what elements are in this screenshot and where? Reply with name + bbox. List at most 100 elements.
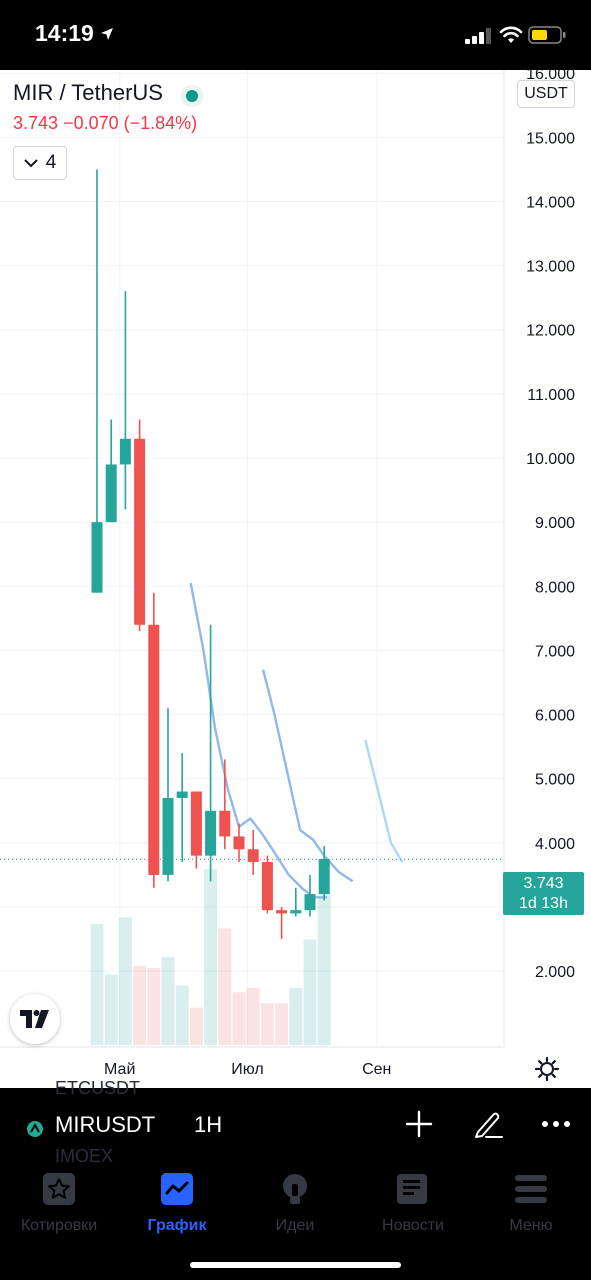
- current-price-tag: 3.743 1d 13h: [503, 872, 584, 915]
- star-icon: [43, 1173, 75, 1205]
- tab-label: Новости: [382, 1217, 444, 1234]
- volume-bar: [147, 968, 161, 1045]
- tab-label: Меню: [509, 1217, 553, 1234]
- y-tick-label: 2.000: [535, 964, 575, 981]
- bulb-icon: [283, 1174, 307, 1204]
- interval-selector[interactable]: 1H: [194, 1112, 223, 1137]
- candle-body: [276, 910, 288, 914]
- x-tick-label: Сен: [362, 1061, 391, 1078]
- volume-bar: [260, 1003, 274, 1045]
- currency-badge[interactable]: USDT: [517, 80, 575, 108]
- y-tick-label: 6.000: [535, 708, 575, 725]
- tab-label: Котировки: [20, 1217, 98, 1234]
- candle-body: [205, 810, 217, 856]
- bottom-toolbar: ETCUSDT IMOEX MIRUSDT 1H: [0, 1078, 591, 1166]
- candle-body: [290, 910, 302, 914]
- tab-ideas[interactable]: Идеи: [236, 1172, 354, 1235]
- last-price: 3.743: [13, 112, 59, 133]
- candle-body: [134, 438, 146, 625]
- y-tick-label: 8.000: [535, 579, 575, 596]
- indicator-toggle-button[interactable]: 4: [13, 146, 67, 180]
- volume-bar: [118, 917, 132, 1045]
- ghost-symbol-bottom: IMOEX: [55, 1146, 114, 1166]
- tradingview-logo-icon: [20, 1010, 49, 1028]
- x-tick-label: Июл: [231, 1061, 263, 1078]
- drawing-brush-icon[interactable]: [472, 1108, 504, 1140]
- candle-body: [318, 858, 330, 895]
- chart-area[interactable]: 16.000 15.000 14.000 13.000 12.000 11.000 10.0…: [0, 70, 591, 1088]
- symbol-header: MIR / TetherUS 3.743 −0.070 (−1.84%): [13, 80, 204, 134]
- chart-icon: [161, 1173, 193, 1205]
- tradingview-logo-button[interactable]: [10, 994, 60, 1044]
- price-chart[interactable]: 16.000 15.000 14.000 13.000 12.000 11.000 10.0…: [0, 70, 591, 1088]
- volume-bar: [175, 985, 189, 1045]
- candle-body: [176, 791, 188, 798]
- volume-bar: [289, 987, 303, 1045]
- price-change: −0.070: [63, 112, 119, 133]
- y-tick-label: 15.000: [526, 130, 575, 147]
- tab-news[interactable]: Новости: [354, 1172, 472, 1235]
- candle-body: [247, 849, 259, 863]
- tab-quotes[interactable]: Котировки: [0, 1172, 118, 1235]
- y-tick-label: 12.000: [526, 323, 575, 340]
- menu-icon: [515, 1175, 547, 1203]
- candle-body: [190, 791, 202, 856]
- volume-bar: [161, 957, 175, 1045]
- volume-bar: [317, 895, 331, 1045]
- y-tick-label: 5.000: [535, 772, 575, 789]
- candle-body: [304, 894, 316, 911]
- candle-body: [119, 438, 131, 465]
- y-tick-label: 14.000: [526, 194, 575, 211]
- ghost-symbol-top: ETCUSDT: [55, 1078, 140, 1098]
- price-change-percent: (−1.84%): [123, 112, 198, 133]
- y-tick-label: 13.000: [526, 259, 575, 276]
- moving-average-line: [189, 582, 327, 899]
- symbol-selector[interactable]: MIRUSDT: [55, 1112, 156, 1137]
- volume-bar: [275, 1003, 289, 1045]
- volume-bar: [303, 939, 317, 1045]
- volume-bar: [246, 987, 260, 1045]
- candle-body: [148, 624, 160, 875]
- bottom-tab-bar: Котировки График Идеи Новости Меню: [0, 1162, 591, 1280]
- tab-chart[interactable]: График: [118, 1172, 236, 1235]
- moving-average-line: [364, 739, 404, 863]
- volume-bar: [204, 869, 218, 1045]
- y-tick-label: 11.000: [527, 387, 575, 404]
- home-indicator: [190, 1262, 401, 1268]
- chevron-down-icon: [23, 159, 38, 168]
- battery-icon: [528, 26, 566, 44]
- candle-body: [162, 797, 174, 875]
- volume-bar: [90, 924, 104, 1045]
- add-plus-icon[interactable]: [403, 1108, 435, 1140]
- candle-body: [261, 862, 273, 911]
- y-tick-label: 7.000: [535, 643, 575, 660]
- wifi-icon: [499, 26, 523, 43]
- tab-label: График: [147, 1217, 207, 1234]
- y-tick-label: 4.000: [535, 836, 575, 853]
- countdown-label: 1d 13h: [519, 895, 568, 912]
- location-arrow-icon: [101, 28, 113, 40]
- cellular-signal-icon: [465, 28, 491, 44]
- candle-body: [219, 810, 231, 837]
- chart-settings-gear-icon[interactable]: [534, 1056, 560, 1082]
- y-tick-label: 9.000: [535, 515, 575, 532]
- indicator-count: 4: [45, 152, 57, 173]
- volume-bar: [104, 974, 118, 1045]
- moving-average-line: [261, 669, 354, 883]
- tab-label: Идеи: [275, 1217, 315, 1234]
- more-options-icon[interactable]: [540, 1108, 572, 1140]
- tab-menu[interactable]: Меню: [472, 1172, 590, 1235]
- symbol-title[interactable]: MIR / TetherUS: [13, 80, 163, 105]
- candle-body: [91, 522, 103, 593]
- volume-bar: [218, 928, 232, 1045]
- price-line: 3.743 −0.070 (−1.84%): [13, 113, 203, 134]
- status-bar: 14:19: [0, 0, 591, 70]
- candle-body: [233, 836, 245, 850]
- volume-bar: [189, 1007, 203, 1045]
- current-price-label: 3.743: [523, 875, 564, 892]
- volume-bar: [133, 965, 147, 1045]
- volume-bar: [232, 992, 246, 1045]
- symbol-logo-icon: [27, 1121, 43, 1137]
- x-tick-label: Май: [104, 1061, 135, 1078]
- market-status-dot-icon[interactable]: [181, 84, 204, 107]
